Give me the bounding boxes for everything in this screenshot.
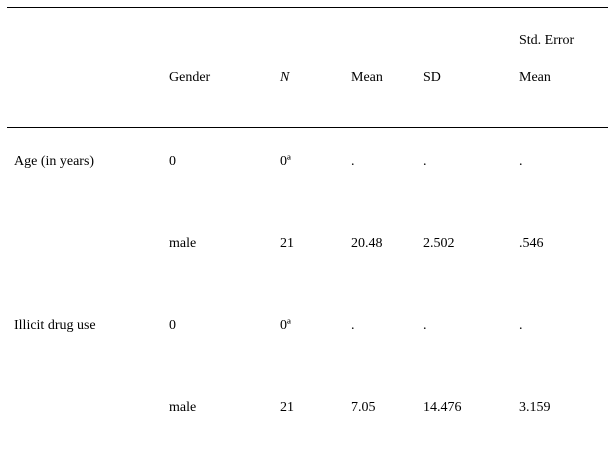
table-cell: 21: [280, 236, 294, 251]
header-cell: SD: [423, 70, 441, 85]
table-cell: .546: [519, 236, 544, 251]
table-cell: .: [351, 154, 355, 169]
table-cell: 14.476: [423, 400, 462, 415]
top-rule: [7, 7, 608, 8]
table-cell: 0: [169, 318, 176, 333]
row-label: Illicit drug use: [14, 318, 96, 333]
table-cell: 0ª: [280, 154, 291, 169]
table-cell: 20.48: [351, 236, 383, 251]
table-cell: 2.502: [423, 236, 455, 251]
table-cell: .: [423, 154, 427, 169]
table-cell: .: [519, 318, 523, 333]
table-cell: .: [351, 318, 355, 333]
row-label: Age (in years): [14, 154, 95, 169]
table-cell: 21: [280, 400, 294, 415]
header-cell: Gender: [169, 70, 211, 85]
table-cell: 0ª: [280, 318, 291, 333]
header-rule: [7, 127, 608, 128]
table-cell: .: [423, 318, 427, 333]
header-cell: Std. Error Mean: [519, 33, 575, 85]
table-cell: 3.159: [519, 400, 551, 415]
header-cell: N: [280, 70, 290, 85]
table-cell: 0: [169, 154, 176, 169]
table-cell: male: [169, 236, 197, 251]
table-cell: .: [519, 154, 523, 169]
header-cell: Mean: [351, 70, 383, 85]
table-cell: 7.05: [351, 400, 376, 415]
table-cell: male: [169, 400, 197, 415]
